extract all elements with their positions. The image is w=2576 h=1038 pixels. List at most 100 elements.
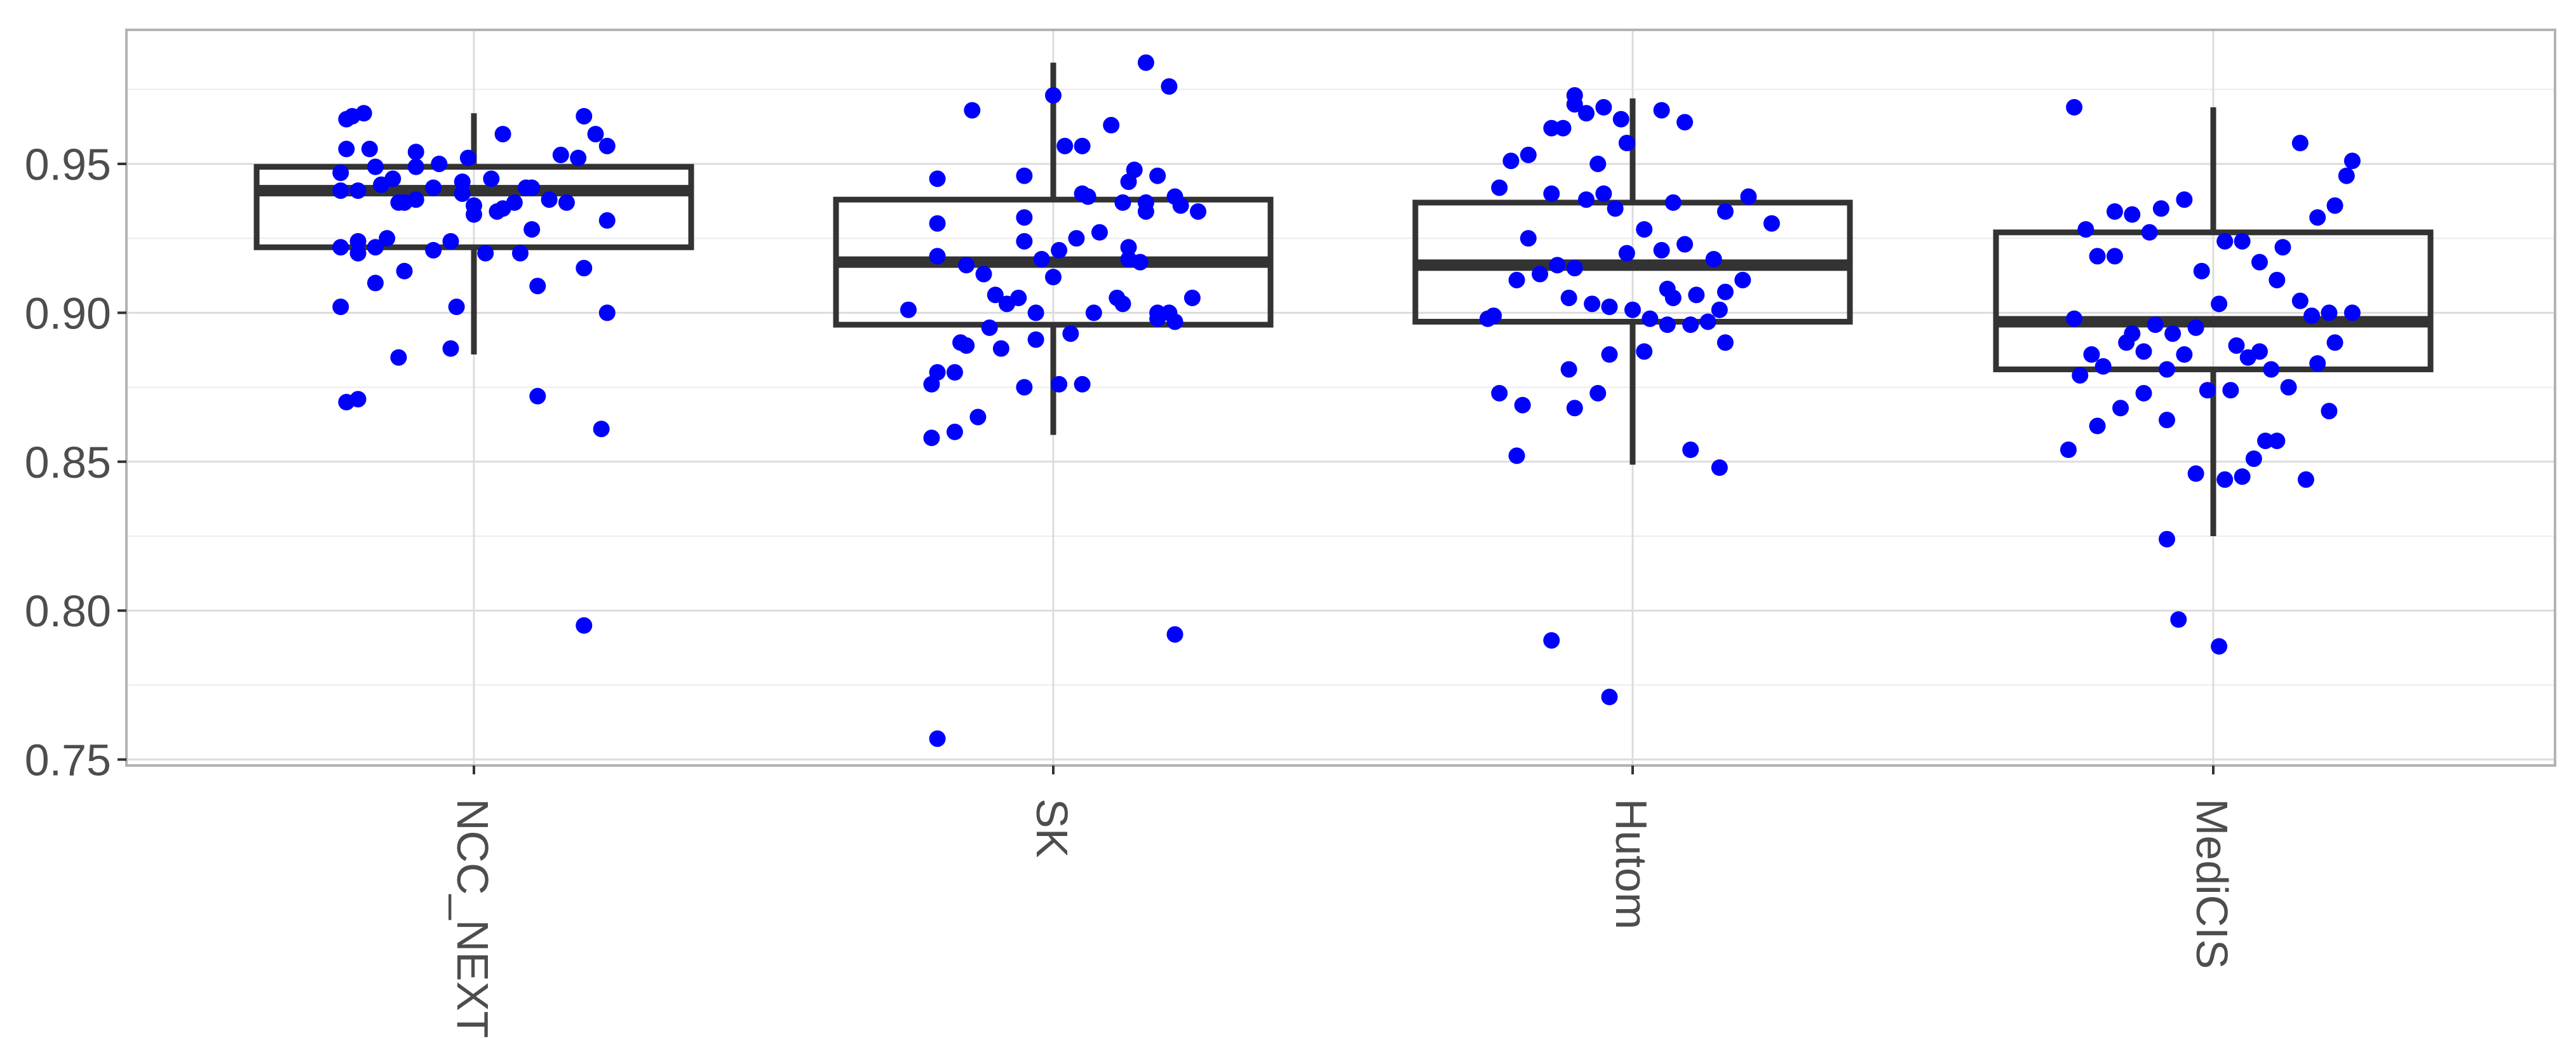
data-point <box>1595 98 1612 116</box>
data-point <box>425 241 442 259</box>
data-point <box>1074 375 1091 393</box>
data-point <box>1601 689 1618 706</box>
data-point <box>2228 337 2245 354</box>
data-point <box>2222 382 2239 399</box>
data-point <box>2257 432 2274 449</box>
data-point <box>1676 236 1694 253</box>
data-point <box>1056 137 1074 154</box>
data-point <box>1682 316 1699 334</box>
data-point <box>407 158 424 175</box>
data-point <box>1051 241 1068 259</box>
gridlines <box>126 30 2555 765</box>
data-point <box>1190 203 1206 220</box>
data-point <box>1508 271 1525 288</box>
data-point <box>1618 135 1635 152</box>
data-point <box>975 266 992 283</box>
data-point <box>958 257 975 274</box>
data-point <box>1074 137 1091 154</box>
data-point <box>1027 304 1044 321</box>
y-tick-label: 0.80 <box>25 586 111 636</box>
data-point <box>2170 611 2187 628</box>
data-point <box>349 233 367 250</box>
box-iqr <box>1993 229 2434 372</box>
data-point <box>1554 119 1572 137</box>
data-point <box>379 230 396 247</box>
data-point <box>2239 349 2256 366</box>
plot-panel-border <box>125 29 2556 767</box>
data-point <box>1120 239 1137 256</box>
data-point <box>2343 304 2361 321</box>
data-point <box>373 176 390 193</box>
data-point <box>2326 197 2343 214</box>
x-tick-label: Hutom <box>1607 799 1656 929</box>
data-point <box>1653 102 1670 119</box>
data-point <box>558 194 575 211</box>
data-point <box>1664 289 1682 306</box>
data-point <box>1045 269 1062 286</box>
data-point <box>523 179 541 196</box>
data-point <box>1659 316 1676 334</box>
data-point <box>1589 384 1607 401</box>
data-point <box>2094 358 2112 375</box>
data-point <box>2066 310 2083 327</box>
data-point <box>1612 111 1629 128</box>
data-point <box>1543 632 1560 649</box>
data-point <box>598 137 616 154</box>
data-point <box>466 206 482 223</box>
data-point <box>407 144 424 161</box>
data-point <box>1027 331 1044 348</box>
data-point <box>2211 638 2228 655</box>
data-point <box>987 286 1004 304</box>
data-point <box>1716 283 1734 300</box>
data-point <box>2089 248 2106 265</box>
data-point <box>2159 361 2176 378</box>
data-point <box>2343 152 2361 170</box>
data-point <box>1642 310 1659 327</box>
data-point <box>1480 310 1496 327</box>
data-point <box>1491 384 1508 401</box>
data-point <box>2269 432 2286 449</box>
data-point <box>981 319 998 336</box>
data-point <box>1607 200 1624 217</box>
data-point <box>2083 346 2100 363</box>
data-point <box>1502 152 1520 170</box>
data-point <box>442 340 459 357</box>
data-point <box>929 170 946 187</box>
data-point <box>355 105 372 122</box>
data-point <box>1636 343 1653 360</box>
data-point <box>349 245 367 262</box>
data-point <box>1566 400 1583 417</box>
data-point <box>2066 98 2083 116</box>
data-point <box>1595 185 1612 202</box>
data-point <box>1520 146 1537 163</box>
data-point <box>1682 441 1699 459</box>
data-point <box>929 248 946 265</box>
data-point <box>1543 185 1560 202</box>
data-point <box>929 215 946 232</box>
data-point <box>1120 173 1137 191</box>
data-point <box>923 375 940 393</box>
data-point <box>2234 468 2251 485</box>
data-point <box>2234 233 2251 250</box>
data-point <box>332 299 349 316</box>
data-point <box>1716 203 1734 220</box>
data-point <box>1653 241 1670 259</box>
data-point <box>576 107 593 125</box>
data-point <box>523 221 541 238</box>
data-point <box>1560 289 1577 306</box>
y-tick-label: 0.95 <box>25 140 111 189</box>
data-point <box>367 274 384 292</box>
data-point <box>2187 319 2204 336</box>
data-point <box>1109 289 1126 306</box>
data-point <box>2141 224 2158 241</box>
data-point <box>946 364 963 381</box>
data-point <box>332 239 349 256</box>
data-point <box>454 173 471 191</box>
data-point <box>900 301 917 318</box>
data-point <box>1103 117 1120 134</box>
data-point <box>999 295 1016 313</box>
data-point <box>1740 188 1757 205</box>
data-point <box>1016 233 1033 250</box>
data-point <box>367 158 384 175</box>
